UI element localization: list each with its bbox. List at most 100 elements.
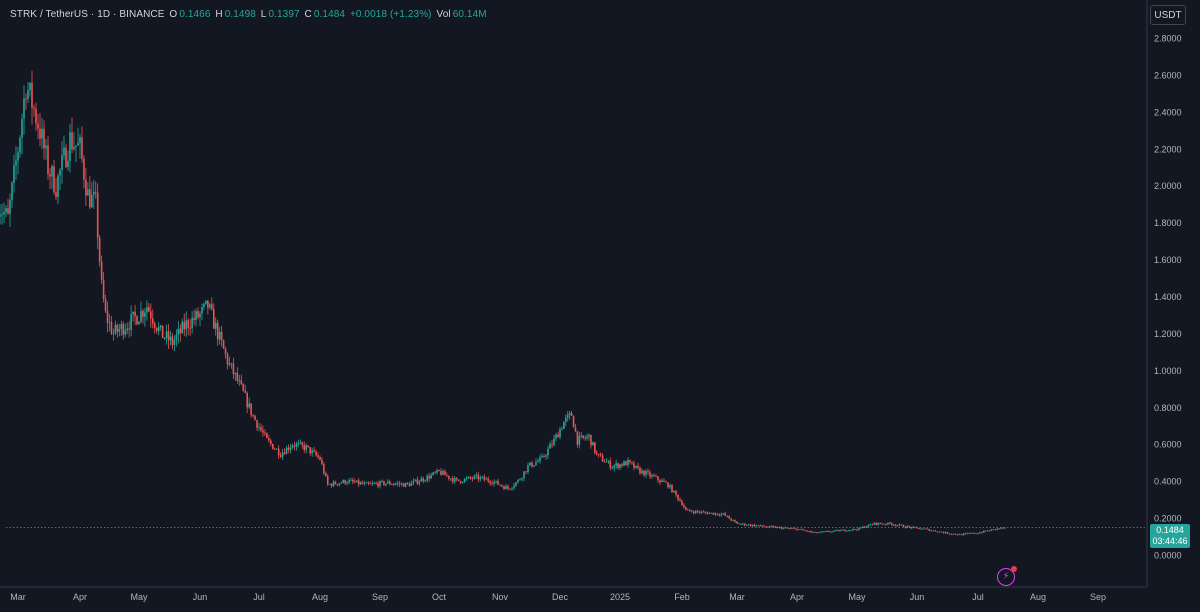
candle-body [100, 261, 103, 280]
candle-body [877, 522, 880, 525]
candle-body [597, 454, 600, 455]
candle [499, 484, 501, 487]
candle-body [958, 534, 961, 535]
candle-body [336, 484, 339, 485]
candle-body [928, 528, 930, 531]
candle-body [110, 321, 113, 334]
candles-layer [0, 70, 1006, 536]
candle-body [183, 321, 186, 330]
candle [495, 480, 497, 485]
candle-body [545, 455, 547, 457]
candle [485, 476, 488, 480]
candle-body [85, 179, 87, 196]
candle [126, 322, 128, 335]
candle-body [157, 327, 160, 331]
candle-body [13, 165, 15, 183]
candle [759, 524, 762, 527]
candle-body [392, 484, 395, 486]
candle [410, 480, 413, 486]
candle [535, 458, 537, 466]
candle [303, 441, 306, 453]
candle [637, 462, 639, 470]
x-tick-label: Aug [312, 592, 328, 602]
candle [55, 177, 57, 201]
candle [254, 414, 256, 421]
candle-body [566, 414, 569, 418]
candle-body [350, 479, 352, 481]
candle-body [698, 511, 701, 513]
candle [519, 478, 521, 481]
candle [418, 480, 421, 487]
candle [944, 531, 947, 534]
candle-body [613, 465, 615, 468]
candle-body [39, 128, 41, 139]
candle [555, 432, 557, 442]
candle-body [759, 525, 762, 526]
candle [651, 473, 653, 479]
candle [902, 524, 905, 528]
candle [900, 524, 903, 526]
candle [57, 173, 59, 204]
candle [275, 448, 278, 450]
candle-body [513, 485, 515, 488]
candle [973, 532, 975, 535]
candle [451, 475, 454, 484]
candle [299, 439, 302, 445]
candle [461, 481, 464, 484]
candle-body [720, 514, 723, 516]
candle [948, 533, 951, 535]
candle-body [865, 526, 868, 528]
candle-body [418, 481, 421, 484]
x-tick-label: Apr [73, 592, 87, 602]
candle-body [499, 484, 501, 486]
candle [297, 439, 300, 448]
candle [749, 523, 752, 527]
candle [996, 528, 999, 531]
candle [389, 479, 391, 486]
candle [53, 160, 55, 195]
candle [808, 530, 810, 533]
currency-button[interactable]: USDT [1150, 5, 1186, 25]
candle [365, 481, 368, 484]
candle [738, 522, 740, 525]
candle-body [950, 533, 953, 535]
candle [346, 480, 348, 486]
candle-body [49, 174, 51, 177]
candle [416, 476, 419, 486]
candle [371, 480, 374, 486]
candle [956, 533, 959, 536]
candle-body [769, 525, 771, 527]
candle [641, 468, 643, 475]
candle [934, 529, 937, 532]
candle-body [315, 451, 317, 456]
candle-body [146, 307, 148, 313]
candle-body [191, 317, 193, 329]
candle [820, 531, 822, 534]
candle [547, 445, 549, 459]
candle-body [973, 532, 975, 534]
candle [357, 477, 360, 487]
symbol-title[interactable]: STRK / TetherUS · 1D · BINANCE [10, 9, 165, 20]
candle-body [140, 310, 142, 322]
candle [757, 525, 760, 527]
candle-body [348, 480, 350, 483]
high-label: H [215, 9, 223, 20]
candle-body [900, 524, 903, 526]
candle-body [463, 478, 466, 483]
candle-body [15, 160, 17, 166]
candle-body [631, 461, 633, 464]
candle [195, 308, 197, 327]
candle [597, 453, 600, 458]
candle [25, 93, 27, 110]
candle [979, 531, 981, 534]
candle [260, 423, 262, 433]
bolt-icon[interactable]: ⚡ [997, 566, 1017, 586]
candle [568, 411, 571, 420]
candle-body [992, 529, 995, 530]
candle [177, 321, 180, 344]
candle [740, 523, 742, 525]
candle [936, 531, 939, 533]
candle-body [867, 524, 870, 527]
